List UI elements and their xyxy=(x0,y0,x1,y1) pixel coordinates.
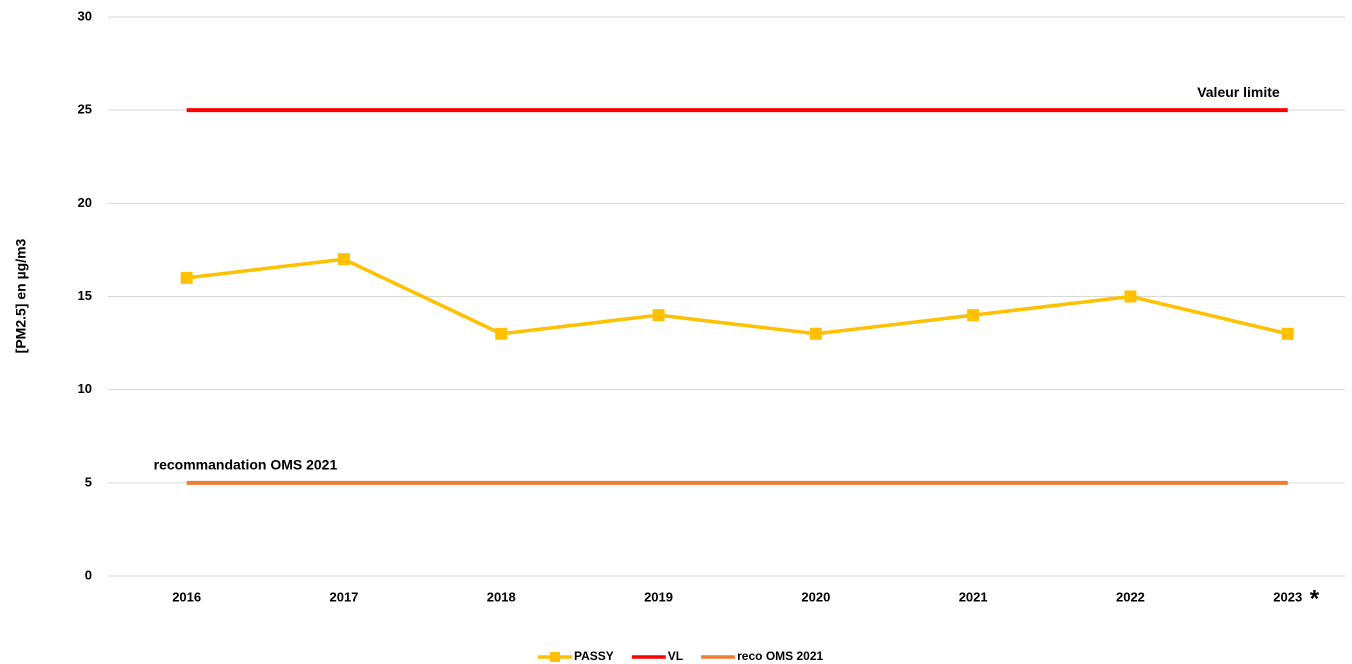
marker xyxy=(809,327,822,340)
legend-marker xyxy=(550,652,560,662)
marker xyxy=(337,253,350,266)
marker xyxy=(495,327,508,340)
x-tick-label: 2017 xyxy=(329,589,358,604)
annotation: * xyxy=(1310,585,1320,612)
y-tick-label: 30 xyxy=(78,8,92,23)
y-tick-label: 0 xyxy=(85,567,92,582)
marker xyxy=(1281,327,1294,340)
marker xyxy=(180,271,193,284)
x-tick-label: 2020 xyxy=(801,589,830,604)
y-axis-label: [PM2.5] en µg/m3 xyxy=(13,238,29,353)
y-tick-label: 5 xyxy=(85,474,92,489)
y-tick-label: 25 xyxy=(78,102,92,117)
y-tick-label: 15 xyxy=(78,288,92,303)
annotation: Valeur limite xyxy=(1197,84,1280,100)
x-tick-label: 2021 xyxy=(959,589,988,604)
marker xyxy=(1124,290,1137,303)
legend-label: VL xyxy=(668,649,683,663)
marker xyxy=(967,309,980,322)
x-tick-label: 2018 xyxy=(487,589,516,604)
marker xyxy=(652,309,665,322)
y-tick-label: 20 xyxy=(78,195,92,210)
legend-label: reco OMS 2021 xyxy=(737,649,823,663)
legend-label: PASSY xyxy=(574,649,614,663)
y-tick-label: 10 xyxy=(78,381,92,396)
x-tick-label: 2016 xyxy=(172,589,201,604)
x-tick-label: 2023 xyxy=(1273,589,1302,604)
annotation: recommandation OMS 2021 xyxy=(154,457,338,473)
series-line xyxy=(186,257,1289,336)
x-tick-label: 2019 xyxy=(644,589,673,604)
x-tick-label: 2022 xyxy=(1116,589,1145,604)
